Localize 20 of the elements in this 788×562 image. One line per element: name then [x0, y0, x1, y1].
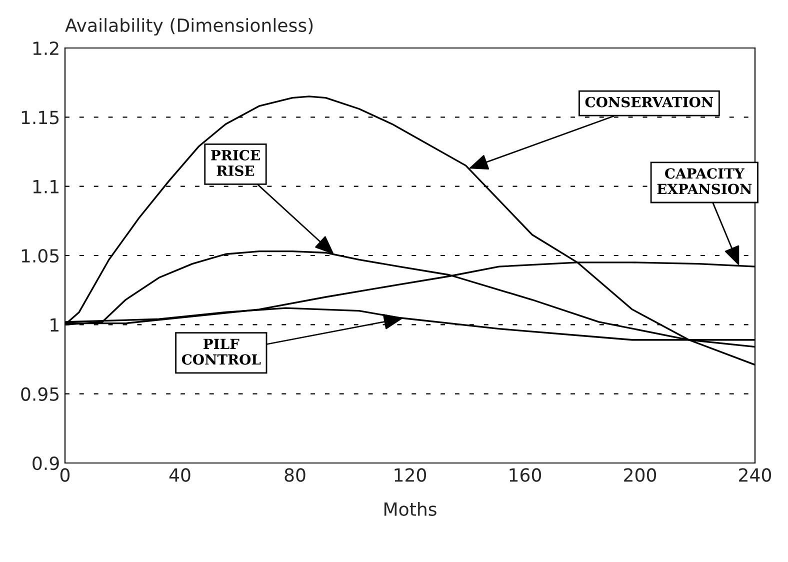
x-tick-label: 120	[394, 468, 426, 482]
y-tick-label: 1	[50, 318, 58, 332]
x-tick-label: 200	[624, 468, 656, 482]
y-tick-label: 1.05	[22, 248, 59, 263]
x-tick-label: 40	[169, 468, 190, 482]
y-axis-title: Availability (Dimensionless)	[65, 18, 313, 36]
y-tick-label: 0.95	[21, 387, 59, 401]
y-tick-label: 0.9	[32, 456, 59, 470]
x-tick-label: 160	[510, 468, 542, 482]
y-tick-label: 1.2	[33, 41, 58, 55]
text: PRICE RISE	[211, 150, 260, 176]
y-tick-label: 1.15	[22, 110, 59, 124]
x-tick-label: 240	[739, 468, 772, 482]
series-label: PILF CONTROL	[182, 338, 261, 365]
text: CONSERVATION	[585, 96, 714, 108]
y-tick-label: 1.1	[33, 180, 58, 194]
x-tick-label: 80	[284, 468, 306, 482]
x-tick-label: 0	[60, 468, 70, 482]
x-axis-title: Moths	[384, 502, 436, 516]
text: CAPACITY EXPANSION	[657, 168, 752, 194]
